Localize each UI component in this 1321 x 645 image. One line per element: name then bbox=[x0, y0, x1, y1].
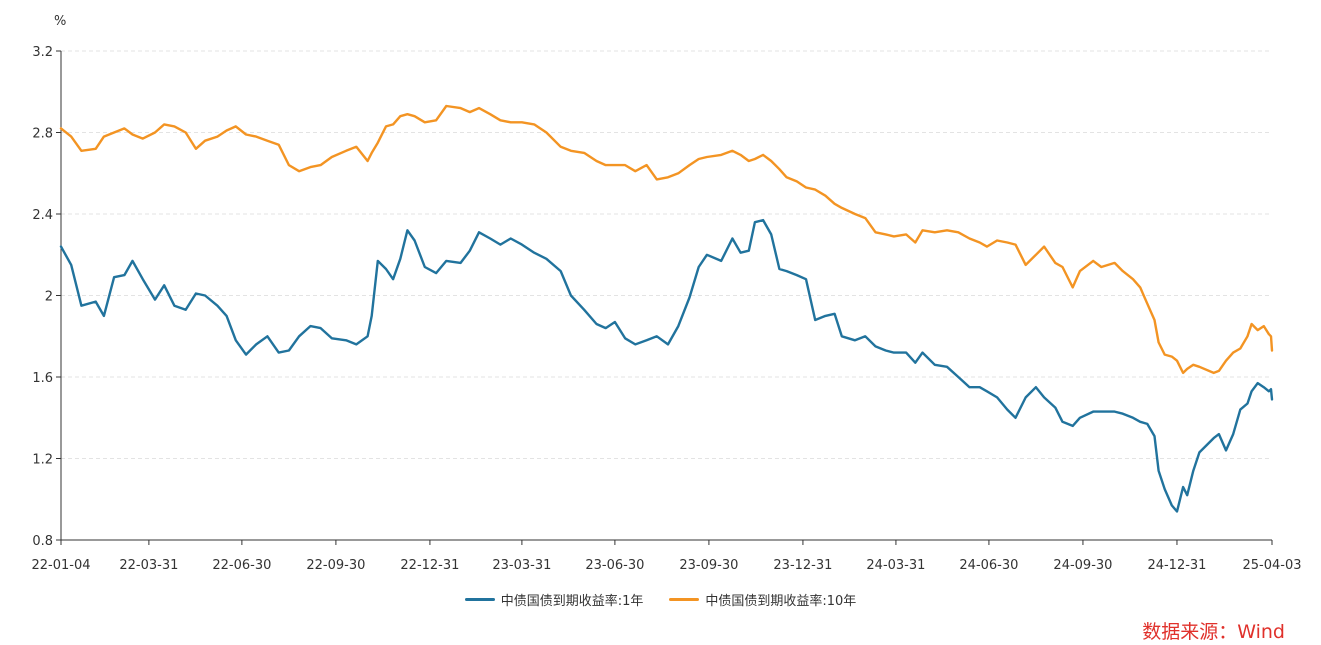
legend-item-1y[interactable]: 中债国债到期收益率:1年 bbox=[464, 590, 644, 609]
grid-layer bbox=[61, 50, 1272, 459]
label-layer: 0.8 1.2 1.6 2 2.4 2.8 3.2 22-01-04 22-03-31 22-06… bbox=[31, 45, 1301, 573]
y-tick-label: 0.8 bbox=[32, 534, 53, 549]
x-tick-label: 24-06-30 bbox=[959, 558, 1018, 573]
line-chart: 0.8 1.2 1.6 2 2.4 2.8 3.2 22-01-04 22-03-31 22-06… bbox=[31, 14, 1301, 573]
x-tick-label: 22-03-31 bbox=[119, 558, 178, 573]
x-tick-label: 23-12-31 bbox=[773, 558, 832, 573]
x-tick-label: 22-06-30 bbox=[212, 558, 271, 573]
legend-swatch-10y bbox=[669, 598, 700, 601]
y-axis-unit: % bbox=[54, 14, 66, 29]
x-tick-label: 23-03-31 bbox=[492, 558, 551, 573]
legend-label-10y: 中债国债到期收益率:10年 bbox=[705, 594, 857, 609]
x-tick-label: 24-09-30 bbox=[1053, 558, 1112, 573]
x-tick-label: 22-09-30 bbox=[306, 558, 365, 573]
x-tick-label: 22-12-31 bbox=[400, 558, 459, 573]
y-tick-label: 3.2 bbox=[32, 45, 53, 60]
y-tick-label: 1.2 bbox=[32, 453, 53, 468]
legend-swatch-1y bbox=[464, 598, 495, 601]
y-tick-label: 2.4 bbox=[32, 208, 53, 223]
x-tick-label: 24-03-31 bbox=[866, 558, 925, 573]
x-tick-label: 22-01-04 bbox=[31, 558, 90, 573]
legend-label-1y: 中债国债到期收益率:1年 bbox=[500, 594, 644, 609]
y-tick-label: 2 bbox=[45, 290, 53, 305]
x-tick-label: 23-06-30 bbox=[585, 558, 644, 573]
source-note: 数据来源：Wind bbox=[1142, 621, 1285, 643]
legend-item-10y[interactable]: 中债国债到期收益率:10年 bbox=[669, 590, 856, 609]
y-tick-label: 1.6 bbox=[32, 371, 53, 386]
series-line-1y[interactable] bbox=[59, 218, 1274, 513]
series-line-10y[interactable] bbox=[59, 104, 1274, 375]
x-tick-label: 23-09-30 bbox=[679, 558, 738, 573]
y-tick-label: 2.8 bbox=[32, 127, 53, 142]
x-tick-label: 24-12-31 bbox=[1147, 558, 1206, 573]
legend: 中债国债到期收益率:1年 中债国债到期收益率:10年 bbox=[0, 590, 1321, 609]
x-tick-label: 25-04-03 bbox=[1242, 558, 1301, 573]
series-layer bbox=[59, 104, 1274, 513]
axis-layer bbox=[56, 50, 1273, 545]
